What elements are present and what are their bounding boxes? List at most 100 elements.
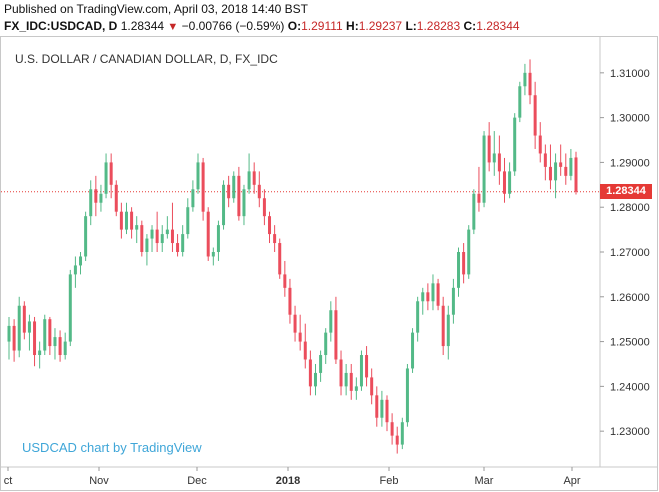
candle-body — [68, 274, 72, 342]
candle-body — [73, 265, 77, 275]
high-value: 1.29237 — [358, 19, 403, 33]
candle-body — [411, 332, 415, 369]
candle-body — [523, 72, 527, 87]
candle-body — [482, 135, 486, 203]
candle-body — [262, 198, 266, 217]
candle-body — [441, 305, 445, 347]
candle-body — [385, 399, 389, 423]
candle-body — [181, 234, 185, 252]
candle-body — [48, 319, 52, 347]
candle-body — [313, 372, 317, 387]
candle-body — [176, 243, 180, 252]
open-value: 1.29111 — [301, 19, 343, 33]
candle-body — [43, 319, 47, 351]
candle-body — [375, 395, 379, 418]
candle-body — [79, 256, 83, 266]
candle-body — [513, 117, 517, 172]
candle-body — [487, 135, 491, 163]
candle-body — [298, 332, 302, 342]
candle-body — [451, 287, 455, 315]
candle-body — [237, 175, 241, 217]
tradingview-watermark[interactable]: USDCAD chart by TradingView — [22, 440, 202, 455]
low-label: L: — [405, 19, 417, 33]
candle-body — [477, 193, 481, 203]
candle-body — [559, 162, 563, 167]
candle-body — [472, 193, 476, 230]
candle-body — [201, 162, 205, 212]
close-value: 1.28344 — [476, 19, 520, 33]
published-caption: Published on TradingView.com, April 03, … — [4, 2, 308, 16]
candle-body — [124, 211, 128, 230]
x-tick-label: Nov — [89, 475, 109, 487]
candle-body — [186, 207, 190, 235]
y-tick-label: 1.28000 — [610, 202, 650, 214]
candle-body — [130, 211, 134, 230]
symbol-label[interactable]: FX_IDC:USDCAD, D — [4, 19, 118, 33]
candle-body — [160, 234, 164, 244]
candle-body — [334, 310, 338, 360]
candle-body — [319, 355, 323, 373]
candle-body — [150, 229, 154, 239]
candle-body — [165, 229, 169, 235]
candle-body — [497, 153, 501, 172]
candle-body — [380, 399, 384, 418]
candle-body — [308, 359, 312, 387]
low-value: 1.28283 — [416, 19, 461, 33]
x-tick-label: 2018 — [276, 475, 300, 487]
candle-body — [569, 157, 573, 176]
y-tick-label: 1.31000 — [610, 68, 650, 80]
candle-body — [252, 171, 256, 185]
chart-frame[interactable] — [0, 36, 658, 491]
candle-body — [99, 193, 103, 203]
y-tick-label: 1.23000 — [610, 426, 650, 438]
candle-body — [349, 372, 353, 391]
candle-body — [324, 332, 328, 356]
candle-body — [548, 166, 552, 181]
x-tick-label: ct — [4, 475, 13, 487]
candle-body — [155, 229, 159, 244]
candle-body — [457, 252, 461, 288]
x-tick-label: Dec — [187, 475, 207, 487]
candle-body — [467, 229, 471, 275]
candle-body — [53, 337, 57, 347]
candle-body — [390, 422, 394, 436]
candle-body — [12, 325, 16, 351]
candle-body — [222, 184, 226, 226]
candle-body — [359, 355, 363, 387]
candle-body — [89, 189, 93, 217]
candle-body — [268, 216, 272, 235]
y-tick-label: 1.24000 — [610, 381, 650, 393]
open-label: O: — [287, 19, 302, 33]
candle-body — [17, 305, 21, 351]
candle-body — [63, 341, 67, 356]
candle-body — [22, 305, 26, 333]
candle-body — [288, 287, 292, 315]
candle-body — [446, 314, 450, 347]
candle-body — [7, 325, 11, 342]
candle-body — [242, 189, 246, 217]
candle-body — [293, 314, 297, 333]
candle-body — [278, 243, 282, 275]
candle-body — [38, 350, 42, 356]
x-tick-label: Feb — [380, 475, 399, 487]
last-price: 1.28344 — [120, 19, 165, 33]
candle-body — [196, 162, 200, 190]
candle-body — [395, 435, 399, 445]
last-price-tag: 1.28344 — [600, 183, 652, 199]
candle-body — [533, 95, 537, 136]
candle-body — [27, 321, 31, 333]
candle-body — [58, 337, 62, 356]
candle-body — [119, 211, 123, 230]
candle-body — [114, 184, 118, 212]
candle-body — [140, 225, 144, 252]
candle-body — [329, 310, 333, 333]
change-value: −0.00766 (−0.59%) — [181, 19, 285, 33]
candle-body — [502, 171, 506, 194]
candle-body — [135, 225, 139, 230]
candle-body — [273, 234, 277, 244]
candle-body — [354, 386, 358, 391]
close-label: C: — [463, 19, 477, 33]
y-tick-label: 1.27000 — [610, 247, 650, 259]
candle-body — [145, 238, 149, 252]
